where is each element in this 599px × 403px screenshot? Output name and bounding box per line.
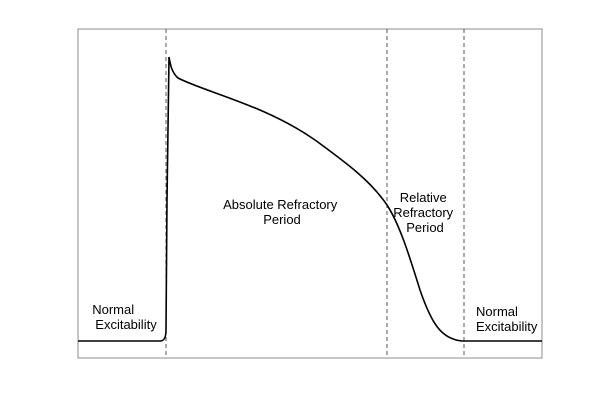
normal-excitability-right-label: Normal Excitability [476,304,538,334]
plot-frame [77,28,543,359]
absolute-refractory-period-label: Absolute Refractory Period [223,197,341,227]
action-potential-trace [78,56,542,342]
relative-refractory-period-label: Relative Refractory Period [393,190,457,235]
normal-excitability-left-label: Normal Excitability [92,302,157,332]
